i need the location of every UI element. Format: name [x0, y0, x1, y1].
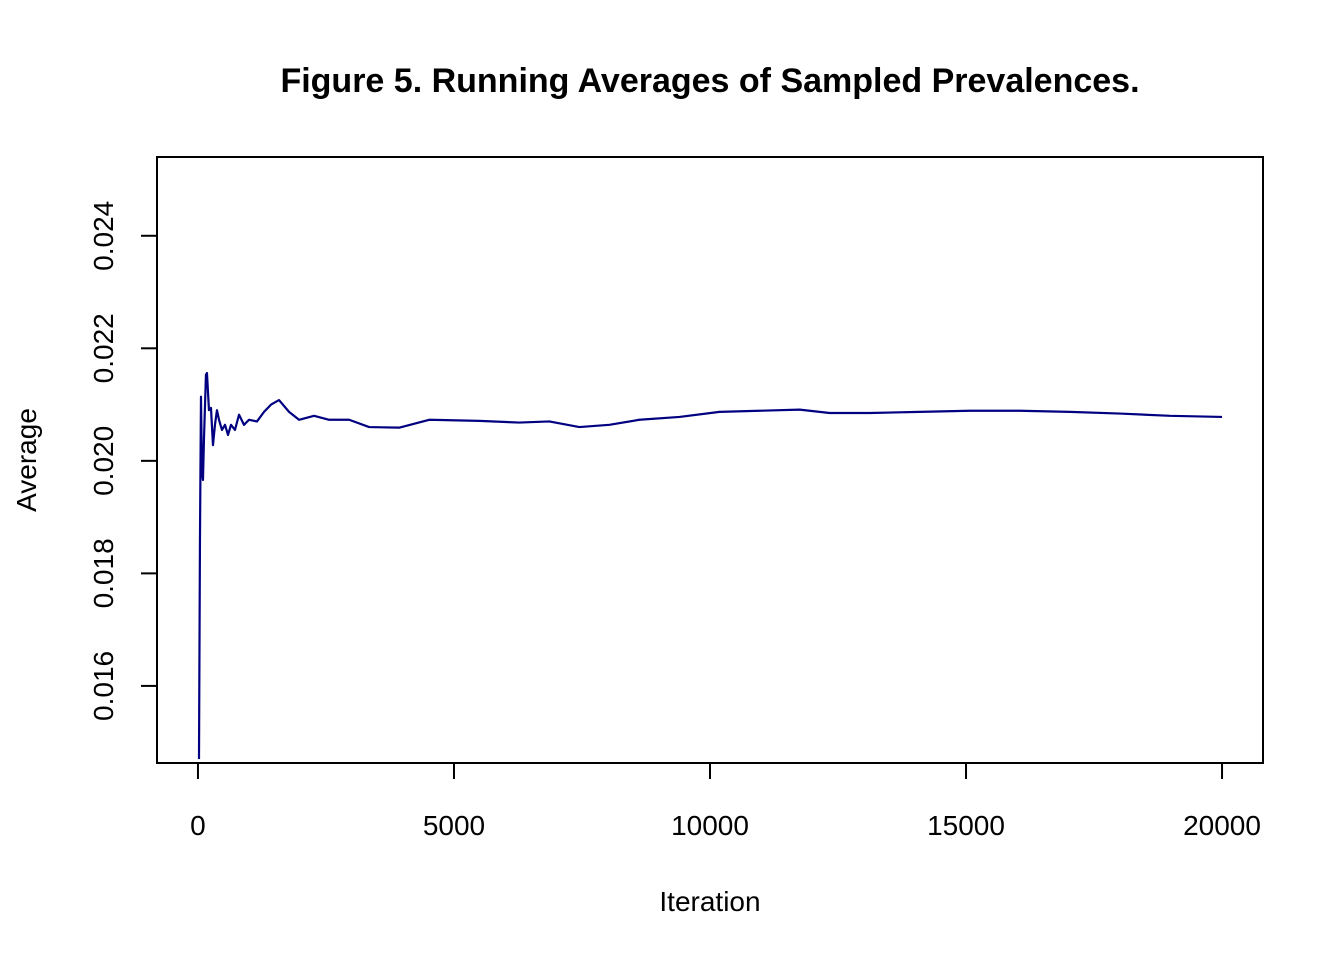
x-tick-label: 0: [190, 810, 206, 841]
y-tick-label: 0.016: [88, 651, 119, 721]
x-tick-label: 20000: [1183, 810, 1261, 841]
chart-title: Figure 5. Running Averages of Sampled Pr…: [280, 62, 1139, 100]
plot-frame: [156, 156, 1264, 764]
x-tick-label: 15000: [927, 810, 1005, 841]
data-line: [197, 371, 1223, 760]
y-tick-label: 0.018: [88, 538, 119, 608]
x-tick-label: 5000: [423, 810, 485, 841]
y-tick-label: 0.020: [88, 426, 119, 496]
y-tick-label: 0.022: [88, 313, 119, 383]
x-tick-label: 10000: [671, 810, 749, 841]
x-axis-label: Iteration: [659, 886, 760, 917]
y-axis-label: Average: [11, 408, 42, 512]
y-tick-label: 0.024: [88, 201, 119, 271]
